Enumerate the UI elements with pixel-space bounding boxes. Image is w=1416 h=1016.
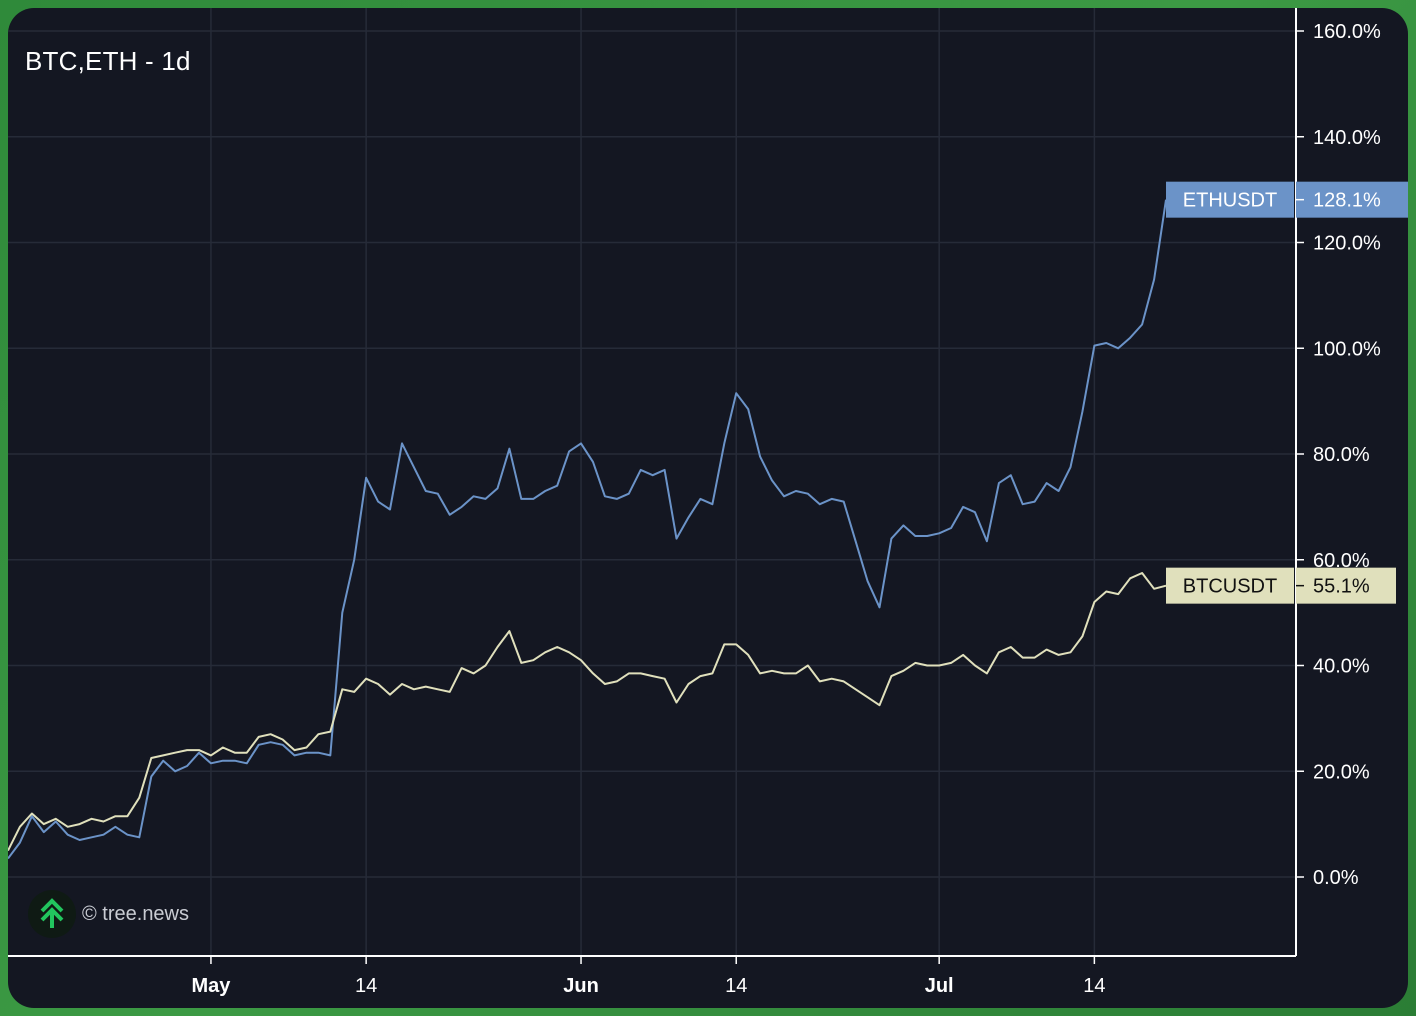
x-tick-label: 14 (1083, 975, 1105, 997)
y-tick-label: 160.0% (1313, 21, 1381, 43)
series-labels: ETHUSDT 128.1% BTCUSDT 55.1% (1166, 181, 1408, 604)
watermark-text: © tree.news (82, 902, 190, 925)
x-tick-label: May (191, 975, 231, 997)
chart-title: BTC,ETH - 1d (25, 46, 191, 76)
y-tick-label: 60.0% (1313, 550, 1370, 572)
chart-plot: 0.0% 20.0% 40.0% 60.0% 80.0% 100.0% 120.0% 140.… (8, 8, 1408, 997)
series (8, 199, 1167, 860)
x-tick-label: Jun (563, 975, 599, 997)
y-tick-label: 120.0% (1313, 233, 1381, 255)
tree-logo-icon (28, 890, 76, 938)
y-tick-label: 40.0% (1313, 656, 1370, 678)
series-name-label: BTCUSDT (1183, 576, 1277, 598)
series-value-label: 128.1% (1313, 190, 1381, 212)
watermark[interactable]: © tree.news (28, 890, 189, 938)
series-name-tag (1166, 567, 1294, 604)
x-tick-label: 14 (725, 975, 747, 997)
series-line-btcusdt (8, 572, 1167, 852)
series-value-tag (1296, 181, 1408, 218)
x-tick-label: Jul (925, 975, 954, 997)
grid (8, 8, 1296, 956)
y-tick-label: 20.0% (1313, 761, 1370, 783)
y-tick-label: 140.0% (1313, 127, 1381, 149)
series-value-tag (1296, 567, 1396, 604)
series-line-ethusdt (8, 199, 1167, 860)
y-tick-label: 100.0% (1313, 338, 1381, 360)
x-tick-label: 14 (355, 975, 377, 997)
axes: 0.0% 20.0% 40.0% 60.0% 80.0% 100.0% 120.0% 140.… (8, 8, 1381, 997)
y-tick-label: 0.0% (1313, 867, 1359, 889)
series-name-label: ETHUSDT (1183, 190, 1277, 212)
chart-frame: 0.0% 20.0% 40.0% 60.0% 80.0% 100.0% 120.0% 140.… (8, 8, 1408, 1008)
y-tick-label: 80.0% (1313, 444, 1370, 466)
series-value-label: 55.1% (1313, 576, 1370, 598)
series-name-tag (1166, 181, 1294, 218)
